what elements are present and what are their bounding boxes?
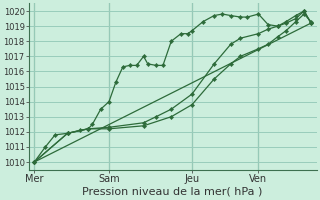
X-axis label: Pression niveau de la mer( hPa ): Pression niveau de la mer( hPa ): [83, 187, 263, 197]
